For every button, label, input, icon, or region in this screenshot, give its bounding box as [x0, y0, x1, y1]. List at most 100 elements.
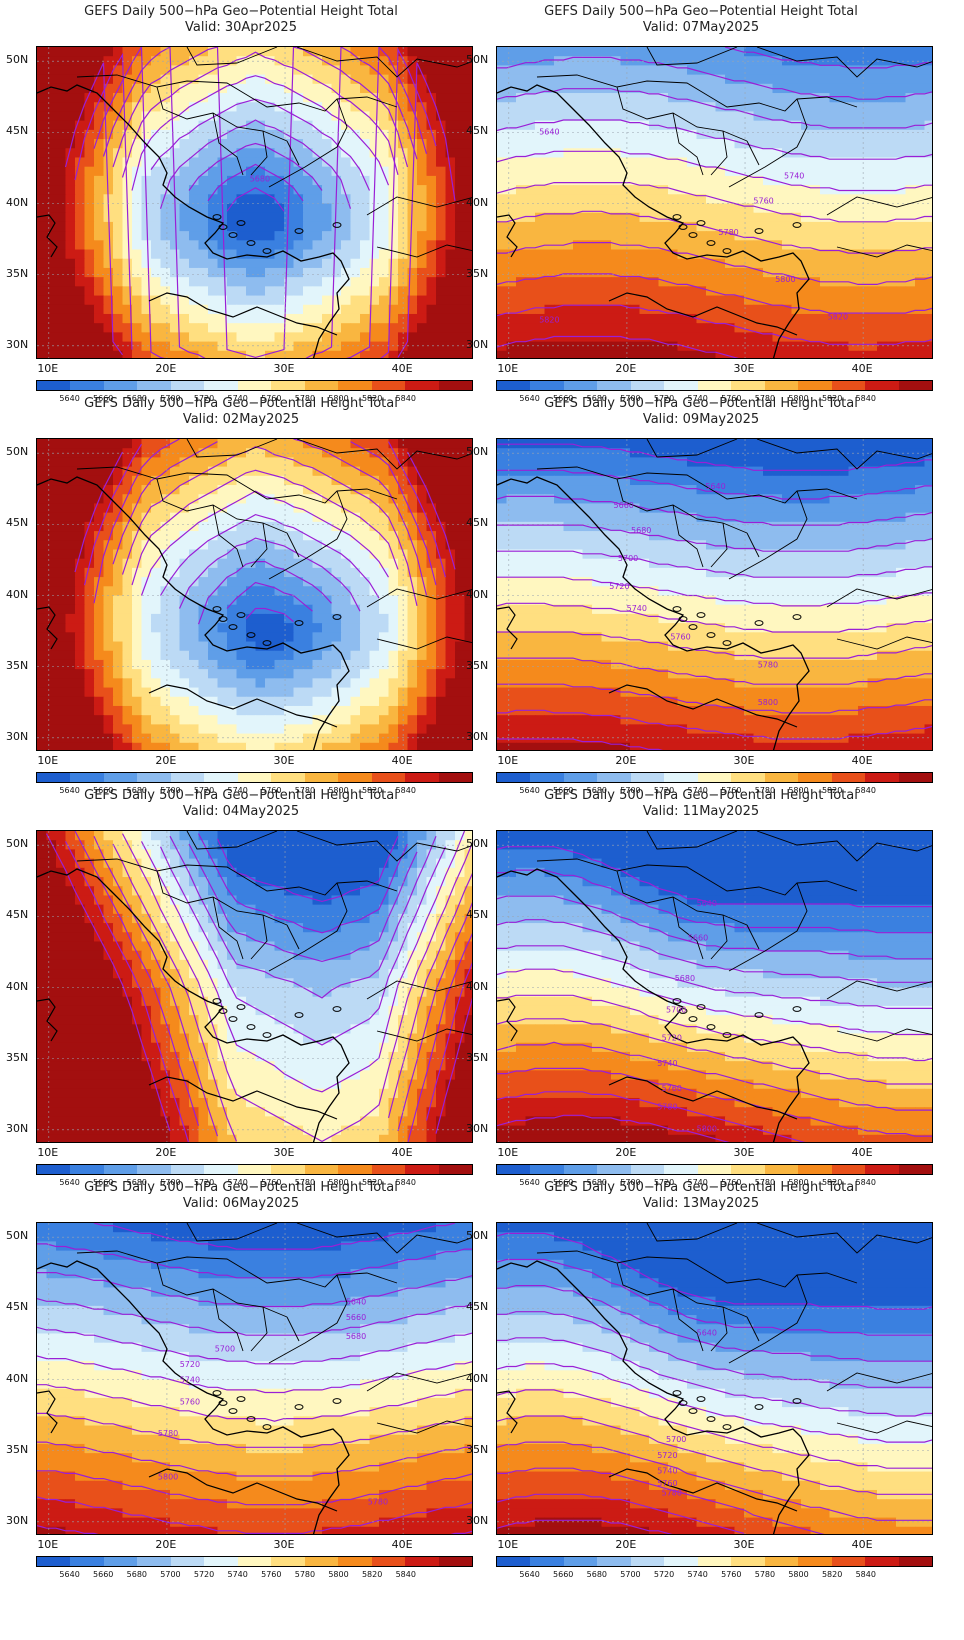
- height-cell: [103, 549, 114, 560]
- height-cell: [455, 258, 466, 269]
- height-cell: [687, 185, 698, 195]
- island-outline: [228, 624, 238, 630]
- height-cell: [896, 102, 907, 113]
- height-cell: [563, 313, 574, 324]
- height-cell: [265, 641, 276, 652]
- height-cell: [573, 304, 584, 315]
- height-cell: [113, 623, 124, 633]
- height-cell: [649, 194, 660, 205]
- height-cell: [75, 696, 86, 707]
- height-cell: [189, 466, 200, 477]
- height-cell: [630, 139, 641, 149]
- height-cell: [341, 503, 352, 514]
- height-cell: [905, 83, 916, 94]
- height-cell: [122, 185, 133, 195]
- geopotential-height-map: 5640 5740 5760 5780 5800 5820 5820: [496, 46, 933, 359]
- height-cell: [227, 341, 238, 352]
- height-cell: [715, 102, 726, 113]
- height-cell: [426, 304, 437, 315]
- height-cell: [236, 304, 247, 315]
- height-cell: [284, 203, 295, 214]
- height-cell: [915, 166, 926, 177]
- height-cell: [341, 641, 352, 652]
- height-cell: [464, 148, 472, 159]
- height-cell: [160, 304, 171, 315]
- height-cell: [525, 448, 536, 459]
- height-cell: [464, 212, 472, 223]
- height-cell: [886, 350, 897, 358]
- height-cell: [141, 733, 152, 744]
- height-cell: [56, 56, 67, 67]
- height-cell: [696, 231, 707, 241]
- height-cell: [322, 503, 333, 514]
- height-cell: [506, 231, 517, 241]
- height-cell: [497, 249, 508, 260]
- height-cell: [179, 295, 190, 306]
- height-cell: [436, 267, 447, 278]
- height-cell: [464, 678, 472, 689]
- height-cell: [293, 221, 304, 232]
- height-cell: [497, 47, 508, 57]
- height-cell: [436, 249, 447, 260]
- height-cell: [293, 286, 304, 297]
- height-cell: [417, 659, 428, 670]
- height-cell: [65, 74, 76, 85]
- height-cell: [573, 65, 584, 76]
- height-cell: [198, 139, 209, 149]
- height-cell: [706, 203, 717, 214]
- height-cell: [65, 613, 76, 624]
- height-cell: [445, 249, 456, 260]
- height-cell: [293, 102, 304, 113]
- height-cell: [255, 567, 266, 578]
- island-outline: [294, 228, 304, 234]
- height-cell: [56, 687, 67, 698]
- height-cell: [417, 678, 428, 689]
- height-cell: [151, 47, 162, 57]
- height-cell: [506, 323, 517, 333]
- height-cell: [46, 286, 57, 297]
- height-cell: [677, 304, 688, 315]
- height-cell: [848, 350, 859, 358]
- height-cell: [744, 221, 755, 232]
- height-cell: [592, 139, 603, 149]
- height-cell: [75, 185, 86, 195]
- colorbar-swatch: [304, 381, 339, 390]
- height-cell: [170, 595, 181, 606]
- colorbar-swatch: [137, 381, 171, 390]
- height-cell: [455, 111, 466, 122]
- height-cell: [525, 323, 536, 333]
- height-cell: [582, 129, 593, 140]
- height-cell: [497, 277, 508, 287]
- height-cell: [706, 129, 717, 140]
- height-cell: [573, 74, 584, 85]
- height-cell: [886, 249, 897, 260]
- height-cell: [293, 231, 304, 241]
- height-cell: [829, 350, 840, 358]
- colorbar-label: 5760: [261, 394, 282, 403]
- height-cell: [360, 715, 371, 725]
- height-cell: [132, 586, 143, 597]
- height-cell: [56, 733, 67, 744]
- height-cell: [445, 669, 456, 679]
- height-cell: [84, 742, 95, 750]
- height-cell: [179, 194, 190, 205]
- height-cell: [554, 194, 565, 205]
- contour-line: [346, 47, 428, 358]
- height-cell: [293, 696, 304, 707]
- height-cell: [274, 313, 285, 324]
- height-cell: [208, 102, 219, 113]
- height-cell: [151, 485, 162, 495]
- height-cell: [65, 512, 76, 523]
- height-cell: [303, 457, 314, 468]
- height-cell: [265, 148, 276, 159]
- height-cell: [208, 258, 219, 269]
- height-cell: [293, 267, 304, 278]
- height-cell: [246, 277, 257, 287]
- height-cell: [506, 83, 517, 94]
- height-cell: [455, 521, 466, 532]
- height-cell: [848, 332, 859, 343]
- height-cell: [696, 157, 707, 168]
- height-cell: [236, 659, 247, 670]
- height-cell: [75, 83, 86, 94]
- height-cell: [915, 231, 926, 241]
